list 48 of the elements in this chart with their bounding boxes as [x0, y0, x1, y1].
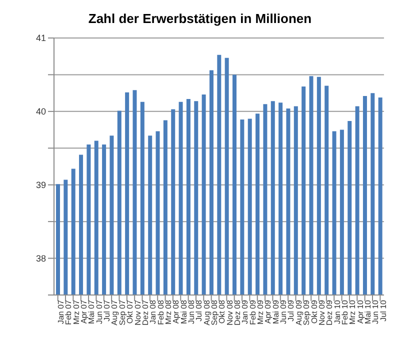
x-tick-label: Mrz 10 [348, 299, 358, 324]
x-tick-label: Aug 09 [294, 299, 304, 326]
x-tick-label: Mrz 08 [164, 299, 173, 324]
x-tick-label: Dez 09 [325, 299, 334, 326]
x-tick-label: Dez 08 [233, 299, 242, 326]
x-tick-label: Okt 09 [310, 299, 319, 324]
x-tick-label: Feb 09 [248, 299, 258, 325]
x-tick-label: Mai 08 [179, 299, 188, 324]
x-tick-label: Apr 09 [264, 299, 273, 324]
x-tick-label: Dez 07 [140, 299, 150, 326]
x-tick-label: Jun 07 [94, 299, 104, 324]
x-tick-label: Okt 07 [126, 299, 135, 324]
x-tick-label: Sep 08 [210, 299, 220, 326]
x-tick-label: Mai 07 [87, 299, 96, 324]
x-tick-label: Jun 08 [186, 299, 196, 324]
x-tick-label: Nov 07 [133, 299, 142, 326]
x-tick-label: Mai 10 [363, 299, 372, 324]
x-tick-label: Jul 08 [194, 299, 204, 322]
x-tick-label: Okt 08 [218, 299, 227, 324]
x-tick-label: Jan 09 [240, 299, 250, 324]
y-tick-label: 39 [36, 180, 46, 190]
x-tick-label: Jan 08 [148, 299, 158, 324]
x-tick-label: Aug 07 [110, 299, 120, 326]
x-tick-label: Jul 07 [102, 299, 112, 322]
x-tick-label: Mai 09 [271, 299, 280, 324]
x-tick-label: Sep 07 [118, 299, 127, 326]
x-tick-label: Feb 08 [156, 299, 166, 325]
x-tick-label: Apr 08 [172, 299, 181, 324]
x-tick-label: Jun 10 [371, 299, 380, 324]
x-tick-label: Apr 10 [356, 299, 365, 324]
x-tick-label: Nov 09 [317, 299, 326, 326]
x-tick-label: Jan 10 [332, 299, 342, 324]
chart-title: Zahl der Erwerbstätigen in Millionen [87, 10, 313, 28]
x-tick-label: Sep 09 [302, 299, 312, 326]
x-tick-label: Nov 08 [225, 299, 234, 326]
y-tick-label: 38 [36, 253, 46, 264]
x-tick-label: Feb 07 [64, 299, 74, 325]
x-tick-label: Aug 08 [202, 299, 212, 326]
x-tick-label: Mrz 07 [72, 299, 81, 324]
x-tick-label: Jul 09 [286, 299, 296, 322]
x-tick-label: Jun 09 [279, 299, 288, 324]
x-tick-label: Jan 07 [56, 299, 66, 324]
y-tick-label: 41 [36, 33, 46, 44]
x-tick-label: Mrz 09 [256, 299, 266, 324]
x-tick-label: Apr 07 [80, 299, 89, 324]
x-tick-label: Jul 10 [378, 299, 388, 322]
y-tick-label: 40 [36, 106, 46, 117]
x-tick-label: Feb 10 [340, 299, 350, 325]
